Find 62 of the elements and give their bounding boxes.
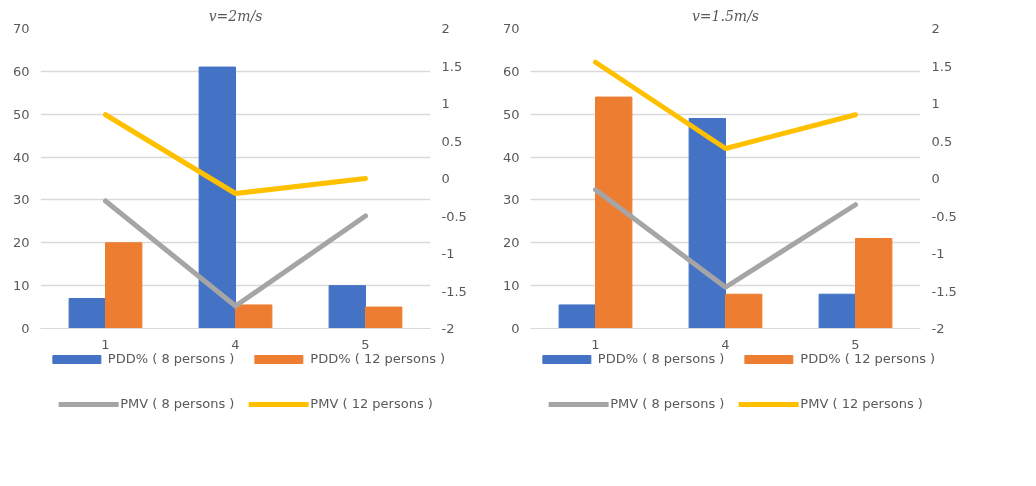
legend-label: PMV ( 12 persons ) bbox=[310, 396, 433, 411]
y2-tick-label: 1 bbox=[441, 96, 450, 111]
bar bbox=[198, 66, 236, 329]
y-tick-label: 30 bbox=[502, 192, 520, 208]
y2-tick-label: -2 bbox=[441, 321, 455, 336]
x-tick-label: 4 bbox=[721, 336, 730, 352]
bar bbox=[725, 293, 763, 329]
y2-tick-label: 1.5 bbox=[441, 58, 463, 74]
y2-tick-label: 0.5 bbox=[441, 133, 463, 149]
y2-tick-label: -1.5 bbox=[441, 283, 467, 299]
bar bbox=[558, 304, 596, 329]
y2-tick-label: -0.5 bbox=[931, 208, 957, 224]
x-tick-label: 5 bbox=[361, 336, 370, 352]
bar bbox=[818, 293, 856, 329]
chart-title: v=2m/s bbox=[208, 7, 263, 24]
y-tick-label: 60 bbox=[12, 63, 30, 79]
x-tick-label: 1 bbox=[101, 336, 110, 352]
y2-tick-label: -1 bbox=[441, 246, 455, 261]
legend-label: PDD% ( 8 persons ) bbox=[107, 351, 235, 366]
y-tick-label: 0 bbox=[21, 321, 30, 336]
y-tick-label: 40 bbox=[12, 149, 30, 165]
y-tick-label: 40 bbox=[502, 149, 520, 165]
bar bbox=[105, 242, 143, 329]
legend-label: PMV ( 12 persons ) bbox=[800, 396, 923, 411]
y2-tick-label: 1 bbox=[931, 96, 940, 111]
y2-tick-label: 2 bbox=[441, 21, 450, 36]
y2-tick-label: -2 bbox=[931, 321, 945, 336]
y-tick-label: 20 bbox=[502, 235, 520, 251]
y-tick-label: 0 bbox=[511, 321, 520, 336]
y2-tick-label: -1.5 bbox=[931, 283, 957, 299]
y2-tick-label: 0 bbox=[931, 171, 940, 186]
bar bbox=[365, 306, 403, 329]
y-tick-label: 60 bbox=[502, 63, 520, 79]
y2-tick-label: -1 bbox=[931, 246, 945, 261]
y2-tick-label: 1.5 bbox=[931, 58, 953, 74]
y2-tick-label: 0 bbox=[441, 171, 450, 186]
y-tick-label: 10 bbox=[12, 278, 30, 294]
bar bbox=[595, 96, 633, 329]
y-tick-label: 20 bbox=[12, 235, 30, 251]
legend-label: PMV ( 8 persons ) bbox=[120, 396, 235, 411]
y-tick-label: 50 bbox=[12, 106, 30, 122]
legend-label: PDD% ( 12 persons ) bbox=[800, 351, 936, 366]
bar bbox=[688, 118, 726, 329]
chart-title: v=1.5m/s bbox=[691, 7, 760, 24]
legend-label: PDD% ( 12 persons ) bbox=[310, 351, 446, 366]
y-tick-label: 50 bbox=[502, 106, 520, 122]
bar bbox=[68, 298, 106, 329]
y-tick-label: 70 bbox=[502, 21, 520, 36]
y-tick-label: 10 bbox=[502, 278, 520, 294]
bar bbox=[328, 285, 366, 329]
y-tick-label: 30 bbox=[12, 192, 30, 208]
legend-label: PMV ( 8 persons ) bbox=[610, 396, 725, 411]
x-tick-label: 1 bbox=[591, 336, 600, 352]
x-tick-label: 4 bbox=[231, 336, 240, 352]
bar bbox=[235, 304, 273, 329]
y2-tick-label: -0.5 bbox=[441, 208, 467, 224]
y2-tick-label: 2 bbox=[931, 21, 940, 36]
bar bbox=[855, 238, 893, 329]
x-tick-label: 5 bbox=[851, 336, 860, 352]
y-tick-label: 70 bbox=[12, 21, 30, 36]
y2-tick-label: 0.5 bbox=[931, 133, 953, 149]
legend-label: PDD% ( 8 persons ) bbox=[597, 351, 725, 366]
